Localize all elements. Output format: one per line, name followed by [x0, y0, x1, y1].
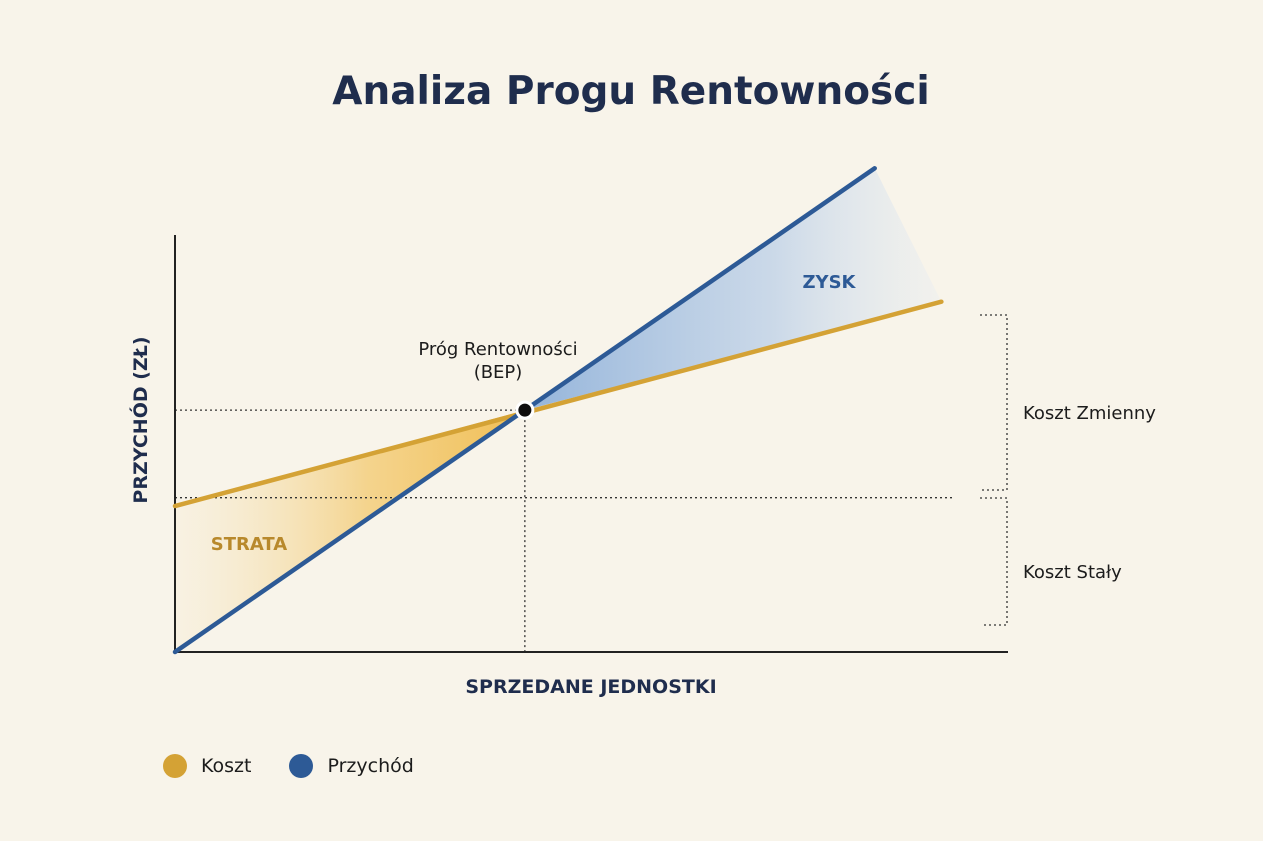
variable-cost-label: Koszt Zmienny [1023, 403, 1156, 424]
fixed-cost-label: Koszt Stały [1023, 562, 1122, 583]
bep-label-line2: (BEP) [474, 362, 523, 383]
bep-label-line1: Próg Rentowności [418, 339, 577, 360]
variable-cost-bracket [980, 314, 1008, 491]
legend-swatch-cost [163, 754, 187, 778]
y-axis-label: PRZYCHÓD (ZŁ) [128, 336, 152, 503]
break-even-point [515, 400, 535, 420]
profit-area [524, 168, 942, 411]
x-axis-label: SPRZEDANE JEDNOSTKI [465, 676, 716, 698]
cost-line [172, 299, 944, 509]
legend-label-revenue: Przychód [327, 755, 414, 777]
legend-item-cost: Koszt [163, 754, 251, 778]
legend-swatch-revenue [289, 754, 314, 778]
chart-title: Analiza Progu Rentowności [332, 69, 929, 114]
loss-label: STRATA [211, 534, 288, 555]
legend-label-cost: Koszt [201, 755, 252, 777]
legend: Koszt Przychód [163, 754, 414, 778]
profit-label: ZYSK [803, 272, 857, 293]
fixed-cost-bracket [980, 497, 1008, 626]
legend-item-revenue: Przychód [289, 754, 414, 778]
